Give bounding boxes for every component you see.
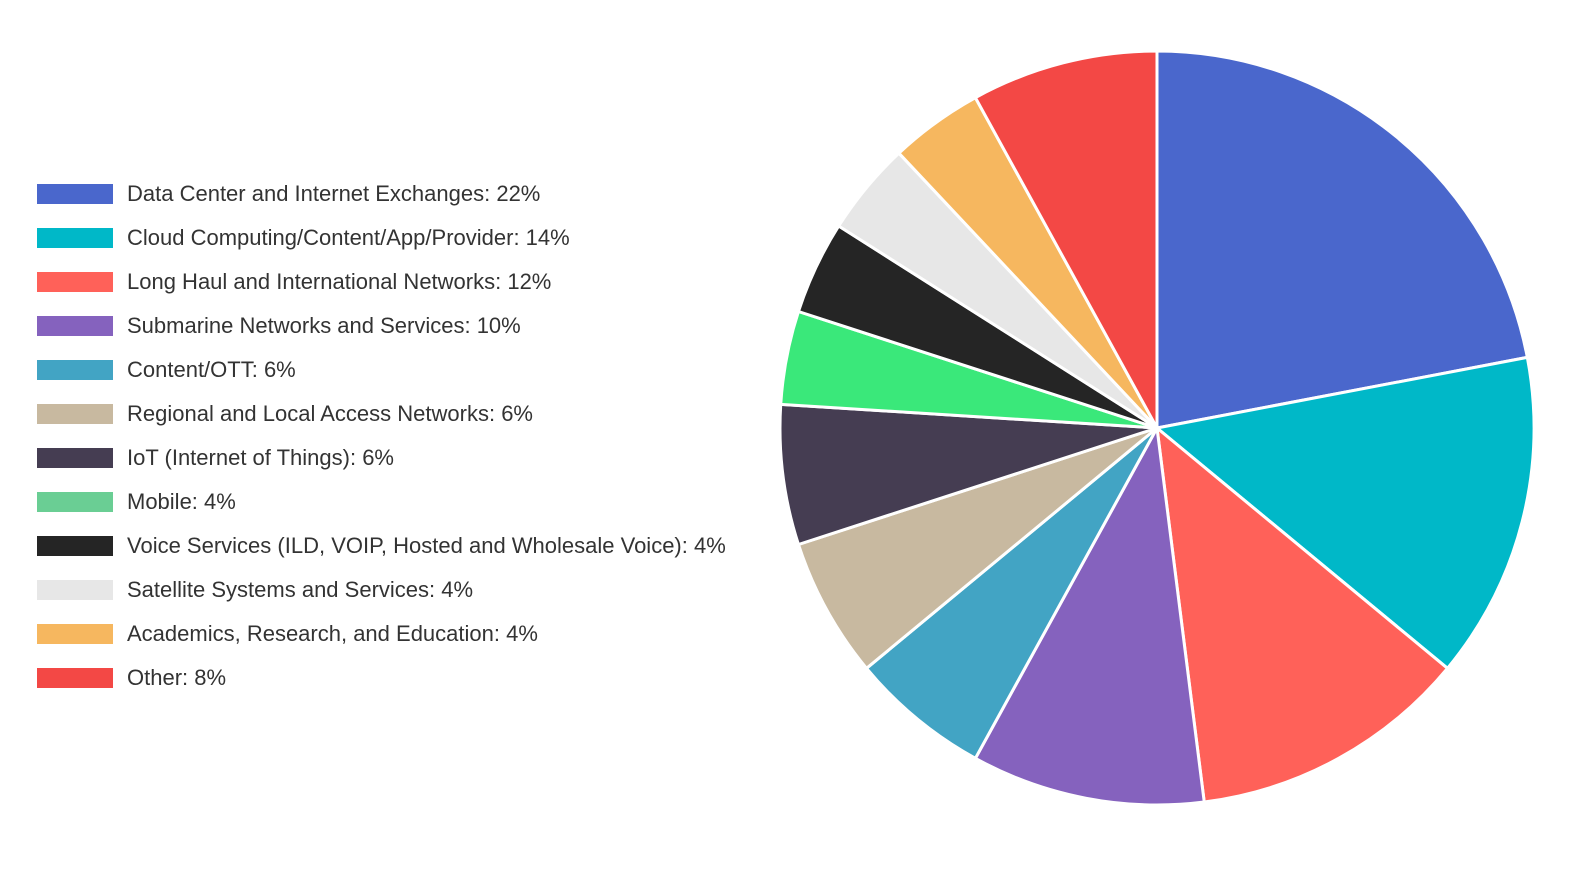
- legend-item-cloud-computing-content-app-provider: Cloud Computing/Content/App/Provider: 14…: [37, 216, 797, 260]
- legend-label: Data Center and Internet Exchanges: 22%: [127, 181, 541, 206]
- legend-item-other: Other: 8%: [37, 656, 797, 700]
- legend-item-long-haul-and-international-networks: Long Haul and International Networks: 12…: [37, 260, 797, 304]
- legend-label: Academics, Research, and Education: 4%: [127, 621, 538, 646]
- legend-swatch: [37, 316, 113, 336]
- legend-swatch: [37, 228, 113, 248]
- legend-swatch: [37, 492, 113, 512]
- legend-item-content-ott: Content/OTT: 6%: [37, 348, 797, 392]
- legend-label: Satellite Systems and Services: 4%: [127, 577, 474, 602]
- legend-label: Submarine Networks and Services: 10%: [127, 313, 521, 338]
- pie-slice-data-center-and-internet-exchanges: [1155, 49, 1529, 430]
- legend-item-voice-services-ild-voip-hosted-and-wholesale-voice: Voice Services (ILD, VOIP, Hosted and Wh…: [37, 524, 797, 568]
- pie-slice-submarine-networks-and-services: [973, 426, 1206, 807]
- legend-item-academics-research-and-education: Academics, Research, and Education: 4%: [37, 612, 797, 656]
- legend-label: Cloud Computing/Content/App/Provider: 14…: [127, 225, 570, 250]
- legend-label: Regional and Local Access Networks: 6%: [127, 401, 533, 426]
- legend-swatch: [37, 668, 113, 688]
- legend-swatch: [37, 624, 113, 644]
- legend-swatch: [37, 272, 113, 292]
- legend-swatch: [37, 448, 113, 468]
- legend-item-submarine-networks-and-services: Submarine Networks and Services: 10%: [37, 304, 797, 348]
- legend-swatch: [37, 184, 113, 204]
- pie-slice-cloud-computing-content-app-provider: [1155, 355, 1536, 670]
- pie-slice-other: [973, 49, 1159, 430]
- legend-label: Mobile: 4%: [127, 489, 236, 514]
- pie-slice-iot-internet-of-things: [778, 402, 1159, 546]
- pie-slice-regional-and-local-access-networks: [796, 426, 1159, 670]
- legend-label: IoT (Internet of Things): 6%: [127, 445, 394, 470]
- legend-swatch: [37, 404, 113, 424]
- legend-swatch: [37, 360, 113, 380]
- legend-label: Voice Services (ILD, VOIP, Hosted and Wh…: [127, 533, 726, 558]
- legend-item-regional-and-local-access-networks: Regional and Local Access Networks: 6%: [37, 392, 797, 436]
- legend-swatch: [37, 580, 113, 600]
- pie-slice-long-haul-and-international-networks: [1155, 426, 1449, 804]
- legend-item-mobile: Mobile: 4%: [37, 480, 797, 524]
- legend-label: Other: 8%: [127, 665, 227, 690]
- legend-label: Content/OTT: 6%: [127, 357, 296, 382]
- legend-swatch: [37, 536, 113, 556]
- legend-item-data-center-and-internet-exchanges: Data Center and Internet Exchanges: 22%: [37, 172, 797, 216]
- pie-slice-content-ott: [865, 426, 1159, 760]
- legend-label: Long Haul and International Networks: 12…: [127, 269, 552, 294]
- legend: Data Center and Internet Exchanges: 22% C…: [37, 172, 797, 700]
- legend-item-iot-internet-of-things: IoT (Internet of Things): 6%: [37, 436, 797, 480]
- legend-item-satellite-systems-and-services: Satellite Systems and Services: 4%: [37, 568, 797, 612]
